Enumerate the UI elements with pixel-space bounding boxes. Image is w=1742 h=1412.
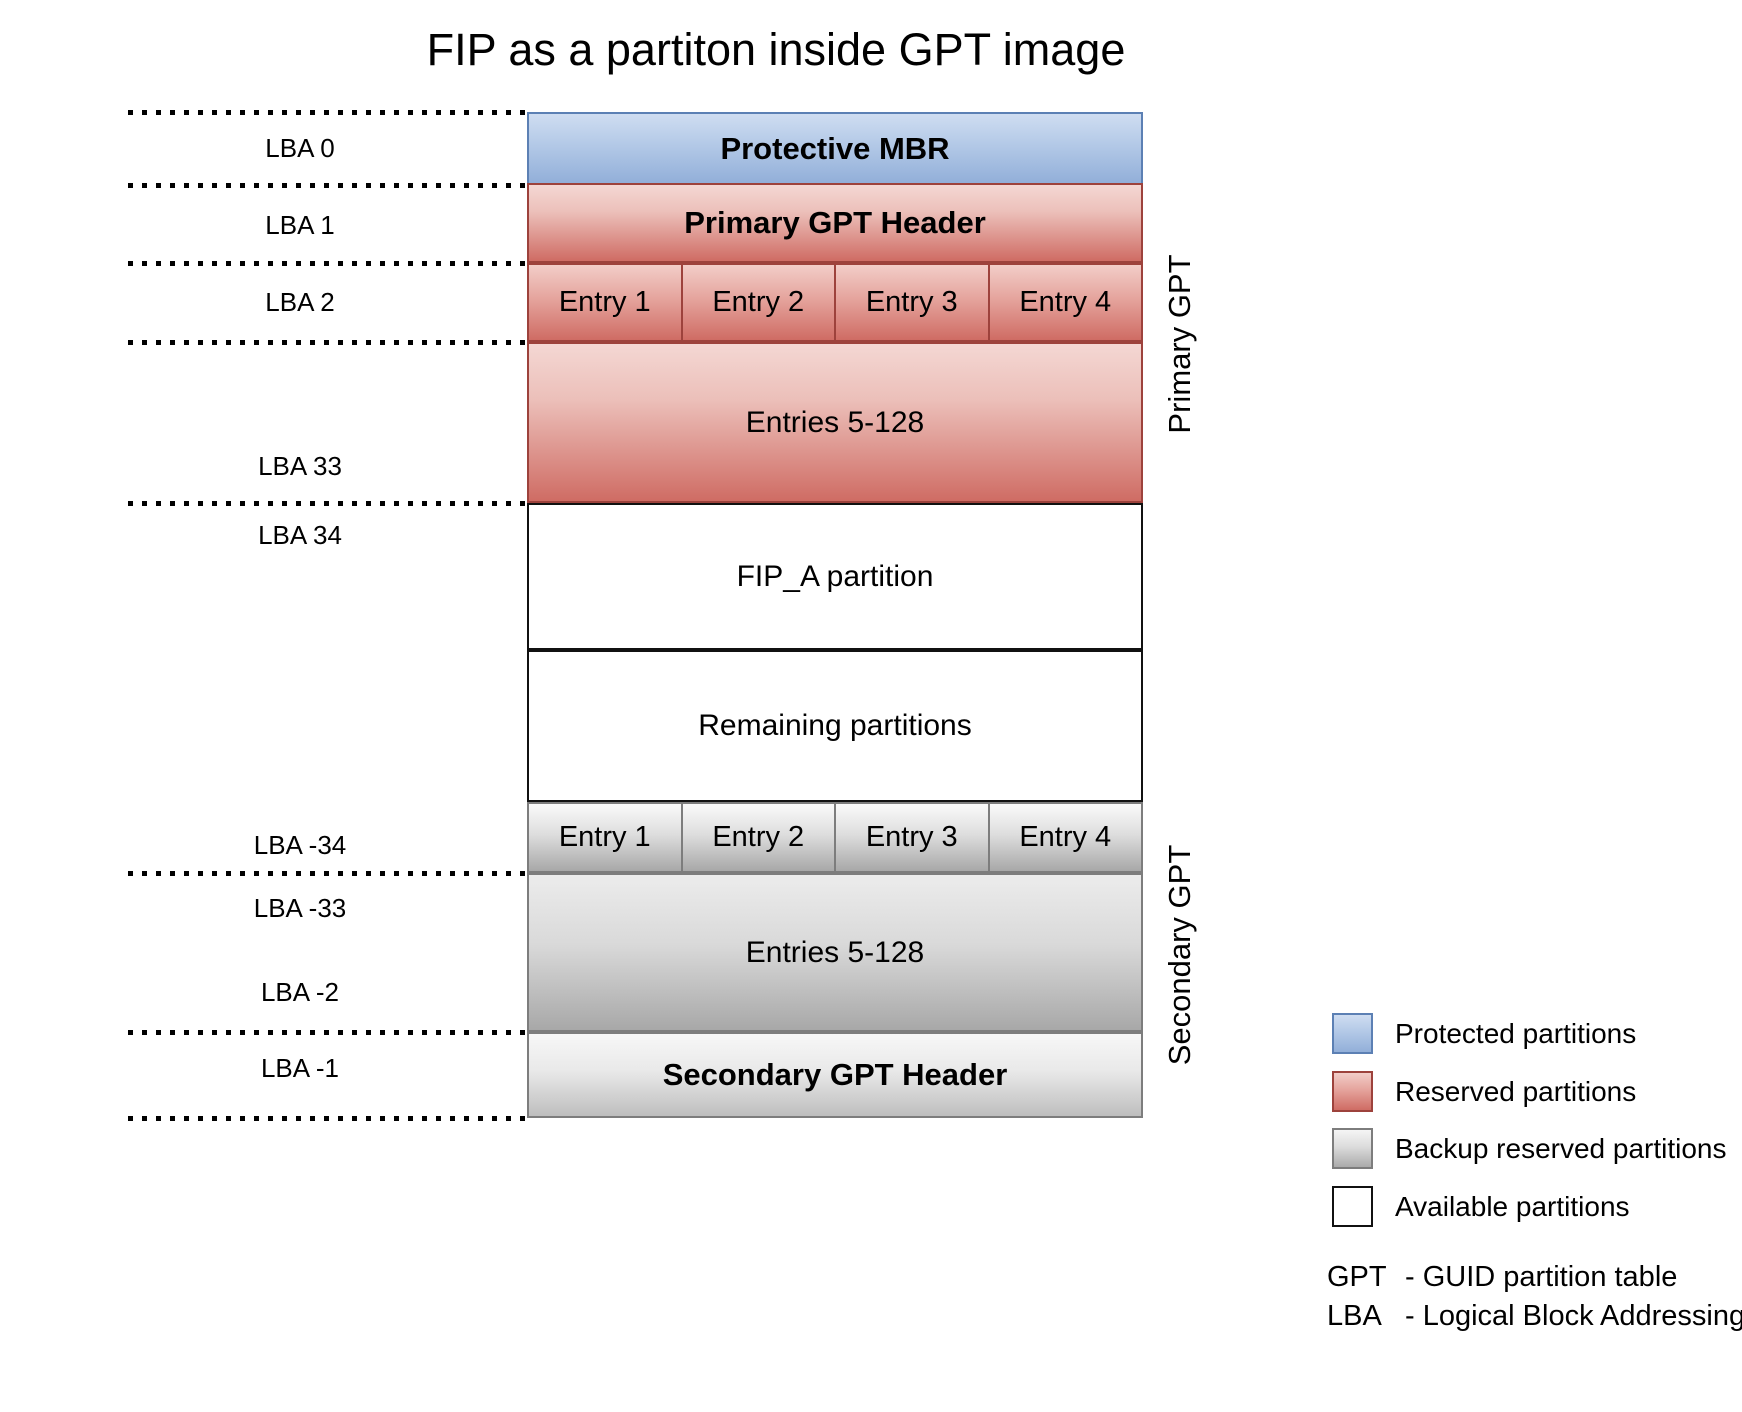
dotted-separator [128, 501, 526, 506]
block-backup-entry-2: Entry 2 [680, 804, 834, 871]
diagram-title: FIP as a partiton inside GPT image [426, 24, 1126, 75]
block-protective-mbr: Protective MBR [527, 112, 1143, 185]
block-backup-entry-4: Entry 4 [987, 804, 1141, 871]
footnote-lba-abbr: LBA [1327, 1300, 1382, 1332]
entry-label: Entry 2 [712, 286, 805, 318]
legend-swatch-protected [1332, 1013, 1373, 1054]
block-entry-3: Entry 3 [834, 265, 988, 340]
lba-label-neg1: LBA -1 [260, 1053, 340, 1083]
block-primary-gpt-header-label: Primary GPT Header [684, 205, 986, 240]
block-backup-entry-1: Entry 1 [529, 804, 681, 871]
entry-label: Entry 4 [1019, 286, 1112, 318]
lba-label-2: LBA 2 [265, 287, 335, 317]
entry-label: Entry 4 [1019, 821, 1112, 853]
footnote-gpt: GPT - GUID partition table [1327, 1261, 1677, 1294]
block-backup-entry-3: Entry 3 [834, 804, 988, 871]
block-primary-entries-5-128-label: Entries 5-128 [745, 405, 925, 439]
block-entry-2: Entry 2 [680, 265, 834, 340]
footnote-gpt-abbr: GPT [1327, 1261, 1387, 1293]
legend-label-protected: Protected partitions [1395, 1017, 1637, 1049]
block-remaining-partitions-label: Remaining partitions [698, 709, 972, 742]
dotted-separator [128, 1030, 526, 1035]
block-entry-1: Entry 1 [529, 265, 681, 340]
footnote-lba-definition: - Logical Block Addressing [1405, 1300, 1742, 1332]
legend-label-reserved: Reserved partitions [1395, 1075, 1637, 1107]
footnote-lba: LBA - Logical Block Addressing [1327, 1300, 1742, 1333]
block-entry-4: Entry 4 [987, 265, 1141, 340]
legend-swatch-available [1332, 1186, 1373, 1227]
block-secondary-entries-5-128: Entries 5-128 [527, 873, 1143, 1032]
legend-label-available: Available partitions [1395, 1190, 1630, 1222]
dotted-separator [128, 340, 526, 345]
lba-label-neg2: LBA -2 [260, 977, 340, 1007]
block-primary-gpt-header: Primary GPT Header [527, 183, 1143, 263]
dotted-separator [128, 1116, 526, 1121]
entry-label: Entry 1 [558, 286, 651, 318]
entry-label: Entry 2 [712, 821, 805, 853]
block-secondary-gpt-header-label: Secondary GPT Header [662, 1057, 1008, 1092]
entry-label: Entry 1 [558, 821, 651, 853]
block-remaining-partitions: Remaining partitions [527, 650, 1143, 802]
legend-item-reserved: Reserved partitions [1332, 1071, 1636, 1112]
legend-swatch-backup [1332, 1128, 1373, 1169]
lba-label-0: LBA 0 [265, 133, 335, 163]
legend-label-backup: Backup reserved partitions [1395, 1132, 1727, 1164]
lba-label-33: LBA 33 [258, 451, 342, 481]
dotted-separator [128, 261, 526, 266]
lba-label-1: LBA 1 [265, 210, 335, 240]
lba-label-34: LBA 34 [258, 520, 342, 550]
block-secondary-entry-row: Entry 1 Entry 2 Entry 3 Entry 4 [527, 802, 1143, 873]
legend-item-backup: Backup reserved partitions [1332, 1128, 1727, 1169]
lba-label-neg33: LBA -33 [253, 893, 347, 923]
legend-item-protected: Protected partitions [1332, 1013, 1636, 1054]
block-protective-mbr-label: Protective MBR [720, 130, 950, 166]
entry-label: Entry 3 [865, 286, 958, 318]
block-secondary-entries-5-128-label: Entries 5-128 [745, 935, 925, 969]
block-fip-a-partition: FIP_A partition [527, 503, 1143, 650]
dotted-separator [128, 183, 526, 188]
footnote-gpt-definition: - GUID partition table [1405, 1261, 1678, 1293]
side-label-primary-gpt: Primary GPT [1162, 254, 1197, 434]
dotted-separator [128, 110, 526, 115]
dotted-separator [128, 871, 526, 876]
entry-label: Entry 3 [865, 821, 958, 853]
block-primary-entry-row: Entry 1 Entry 2 Entry 3 Entry 4 [527, 263, 1143, 342]
legend-swatch-reserved [1332, 1071, 1373, 1112]
block-primary-entries-5-128: Entries 5-128 [527, 342, 1143, 503]
block-fip-a-partition-label: FIP_A partition [736, 559, 934, 593]
legend-item-available: Available partitions [1332, 1186, 1630, 1227]
block-secondary-gpt-header: Secondary GPT Header [527, 1032, 1143, 1118]
lba-label-neg34: LBA -34 [253, 830, 347, 860]
side-label-secondary-gpt: Secondary GPT [1162, 844, 1197, 1066]
